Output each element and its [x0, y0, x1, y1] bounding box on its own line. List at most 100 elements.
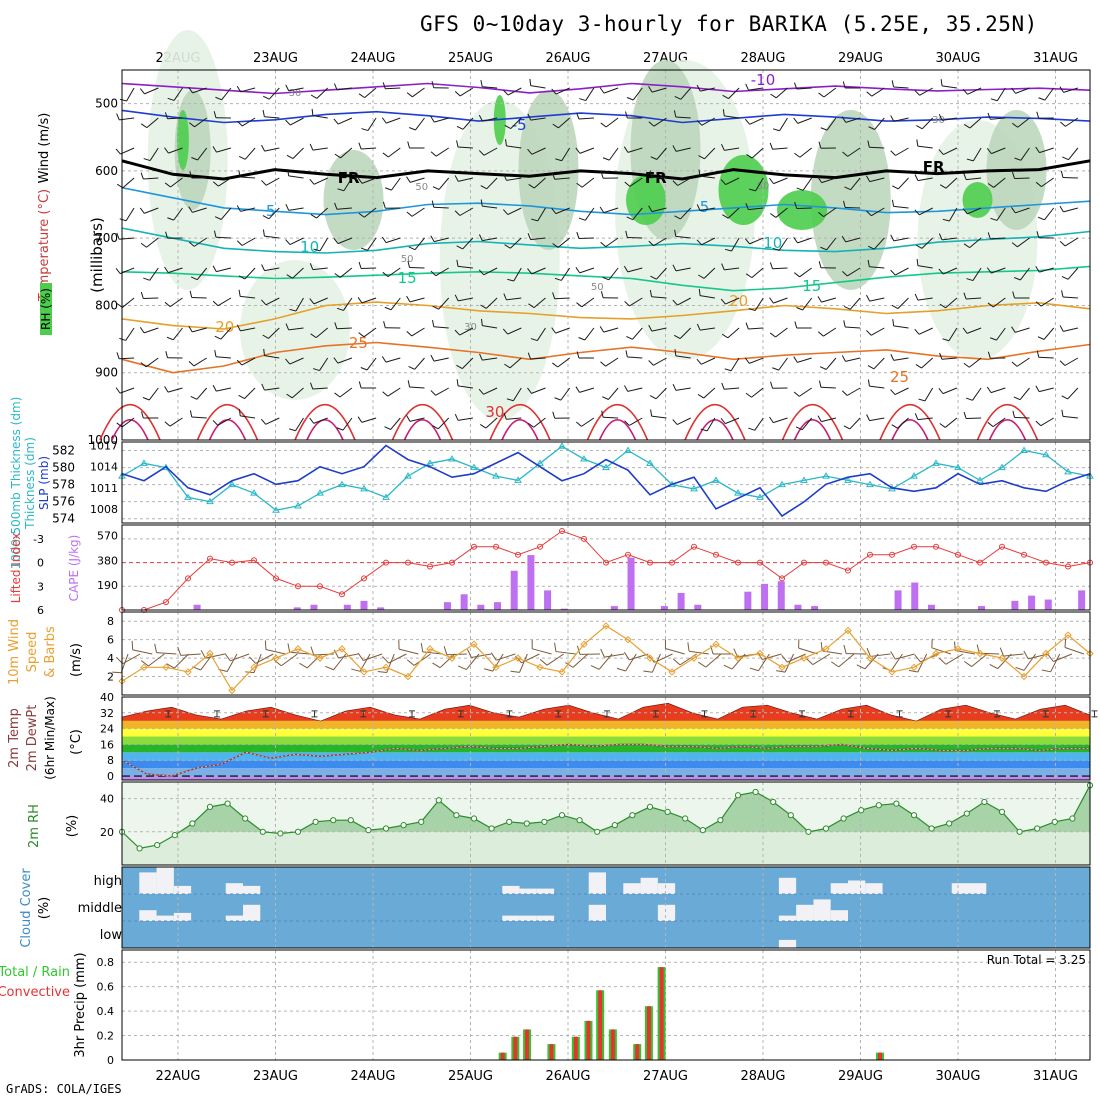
rh2m-point: [366, 828, 371, 833]
wind-barb-flag: [776, 671, 785, 672]
wind-barb: [399, 649, 418, 654]
rh2m-point: [172, 833, 177, 838]
date-label-bottom: 29AUG: [838, 1069, 883, 1084]
wind-barb-flag: [201, 650, 205, 658]
rh2m-point: [331, 818, 336, 823]
date-label-top: 30AUG: [935, 51, 980, 66]
temp-band: [122, 737, 1090, 745]
rh2m-point: [788, 813, 793, 818]
wind-barb-flag: [939, 658, 946, 664]
thickness-units-label: Thickness (dm): [23, 437, 37, 530]
cape-bar: [978, 606, 985, 610]
wind-barb-flag: [358, 653, 363, 660]
cape-bar: [1028, 596, 1035, 610]
thickness-tick-label: 582: [52, 444, 75, 458]
temp-tick-label: 40: [100, 691, 114, 704]
wind10-ylabel: 10m Wind: [7, 619, 22, 685]
wind-barb: [579, 238, 594, 239]
cloud-cover-cell: [623, 883, 640, 894]
pressure-tick-label: 800: [95, 298, 118, 312]
cape-bar: [444, 602, 451, 610]
precip-tick-label: 0.6: [97, 981, 115, 994]
wind-ylabel: Wind (m/s): [37, 113, 52, 184]
wind-barb: [1004, 654, 1024, 656]
rh-shading: [324, 150, 384, 250]
cape-bar: [194, 605, 201, 610]
cape-bar: [1045, 600, 1052, 610]
rh2m-point: [1035, 826, 1040, 831]
cloud-cover-cell: [139, 910, 156, 921]
rh2m-point: [1052, 819, 1057, 824]
thickness-tick-label: 576: [52, 495, 75, 509]
rh-ylabel: RH (%): [39, 288, 53, 330]
date-label-top: 31AUG: [1033, 51, 1078, 66]
wind-barb: [665, 648, 684, 654]
wind-barb: [133, 650, 153, 654]
wind-barb-flag: [617, 668, 626, 671]
rh2m-point: [436, 798, 441, 803]
cape-bar: [811, 606, 818, 610]
precip-convective-bar: [549, 1044, 553, 1060]
wind-barb: [891, 654, 902, 671]
precip-convective-bar: [598, 990, 602, 1060]
wind-barb: [652, 654, 660, 672]
wind-frame: [122, 612, 1090, 695]
thickness-tick-label: 578: [52, 478, 75, 492]
wind-barb-flag: [225, 654, 230, 661]
wind-barb-flag: [117, 352, 119, 358]
precip-convective-bar: [513, 1037, 517, 1060]
precip-ylabel: 3hr Precip (mm): [73, 952, 88, 1057]
wind-barb: [966, 418, 981, 419]
date-label-bottom: 31AUG: [1033, 1069, 1078, 1084]
cape-tick-label: 570: [97, 529, 118, 542]
rh2m-point: [683, 816, 688, 821]
rh2m-point: [348, 818, 353, 823]
cloud-cover-cell: [813, 899, 830, 921]
isotherm-label: FR: [923, 158, 945, 176]
rh2m-point: [1070, 816, 1075, 821]
wind-barb-flag: [643, 671, 652, 672]
wind-barb-flag: [990, 664, 998, 668]
cape-bar: [1078, 590, 1085, 610]
wind-barb-flag: [591, 666, 599, 670]
cloud-cover-cell: [658, 883, 675, 894]
precip-convective-bar: [878, 1053, 882, 1060]
cape-bar: [794, 605, 801, 610]
cloud-units-label: (%): [37, 897, 52, 920]
wind-barb-flag: [782, 655, 788, 662]
cloud-ylabel: Cloud Cover: [19, 868, 34, 948]
slp-ylabel: SLP (mb): [37, 456, 51, 510]
wind10-speed-label: Speed: [25, 632, 40, 673]
rh2m-point: [454, 813, 459, 818]
lifted-index-line: [122, 531, 1090, 610]
isotherm-label: 20: [215, 318, 234, 336]
isotherm-label: 25: [349, 334, 368, 352]
dewpt2m-ylabel: 2m DewPt: [25, 705, 40, 772]
wind-barb: [547, 654, 564, 665]
rh2m-point: [1017, 829, 1022, 834]
rh2m-point: [207, 804, 212, 809]
rh2m-point: [753, 789, 758, 794]
thickness-tick-label: 574: [52, 512, 75, 526]
cape-bar: [511, 571, 518, 610]
cape-bar: [628, 558, 635, 610]
precip-convective-bar: [574, 1037, 578, 1060]
date-label-bottom: 25AUG: [448, 1069, 493, 1084]
temp-units-label: (°C): [69, 729, 84, 755]
precip-convective-bar: [586, 1021, 590, 1060]
cloud-cover-cell: [157, 867, 174, 894]
wind-barb: [123, 654, 140, 664]
precip-frame: [122, 950, 1090, 1060]
rh2m-point: [471, 816, 476, 821]
temp-tick-label: 24: [100, 723, 114, 736]
cloud-cover-cell: [520, 889, 537, 894]
precip-convective-bar: [525, 1029, 529, 1060]
wind-barb: [839, 654, 854, 667]
cloud-cover-cell: [865, 883, 882, 894]
rh2m-point: [823, 826, 828, 831]
rh2m-point: [595, 829, 600, 834]
wind-barb-flag: [382, 656, 388, 663]
wind-barb: [230, 654, 249, 661]
cloud-cover-cell: [796, 905, 813, 921]
wind-tick-label: 4: [107, 652, 114, 665]
